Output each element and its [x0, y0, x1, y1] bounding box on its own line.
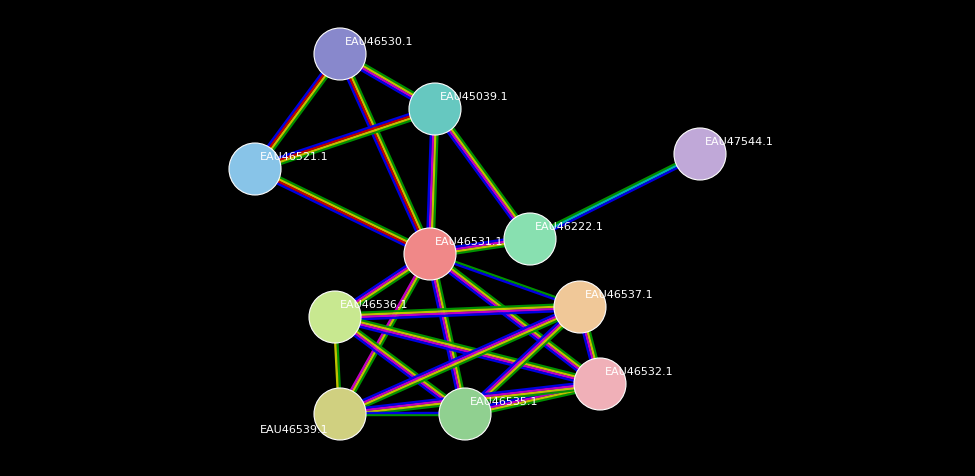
Ellipse shape: [674, 129, 726, 180]
Ellipse shape: [409, 84, 461, 136]
Ellipse shape: [309, 291, 361, 343]
Ellipse shape: [229, 144, 281, 196]
Ellipse shape: [554, 281, 606, 333]
Text: EAU46222.1: EAU46222.1: [535, 221, 604, 231]
Ellipse shape: [404, 228, 456, 280]
Text: EAU46532.1: EAU46532.1: [605, 366, 674, 376]
Ellipse shape: [439, 388, 491, 440]
Text: EAU46531.1: EAU46531.1: [435, 237, 503, 247]
Text: EAU46535.1: EAU46535.1: [470, 396, 538, 406]
Text: EAU47544.1: EAU47544.1: [705, 137, 774, 147]
Text: EAU46536.1: EAU46536.1: [340, 299, 409, 309]
Ellipse shape: [314, 29, 366, 81]
Text: EAU46530.1: EAU46530.1: [345, 37, 413, 47]
Text: EAU46539.1: EAU46539.1: [260, 424, 329, 434]
Ellipse shape: [504, 214, 556, 266]
Text: EAU45039.1: EAU45039.1: [440, 92, 509, 102]
Text: EAU46537.1: EAU46537.1: [585, 289, 653, 299]
Ellipse shape: [574, 358, 626, 410]
Ellipse shape: [314, 388, 366, 440]
Text: EAU46521.1: EAU46521.1: [260, 152, 329, 162]
